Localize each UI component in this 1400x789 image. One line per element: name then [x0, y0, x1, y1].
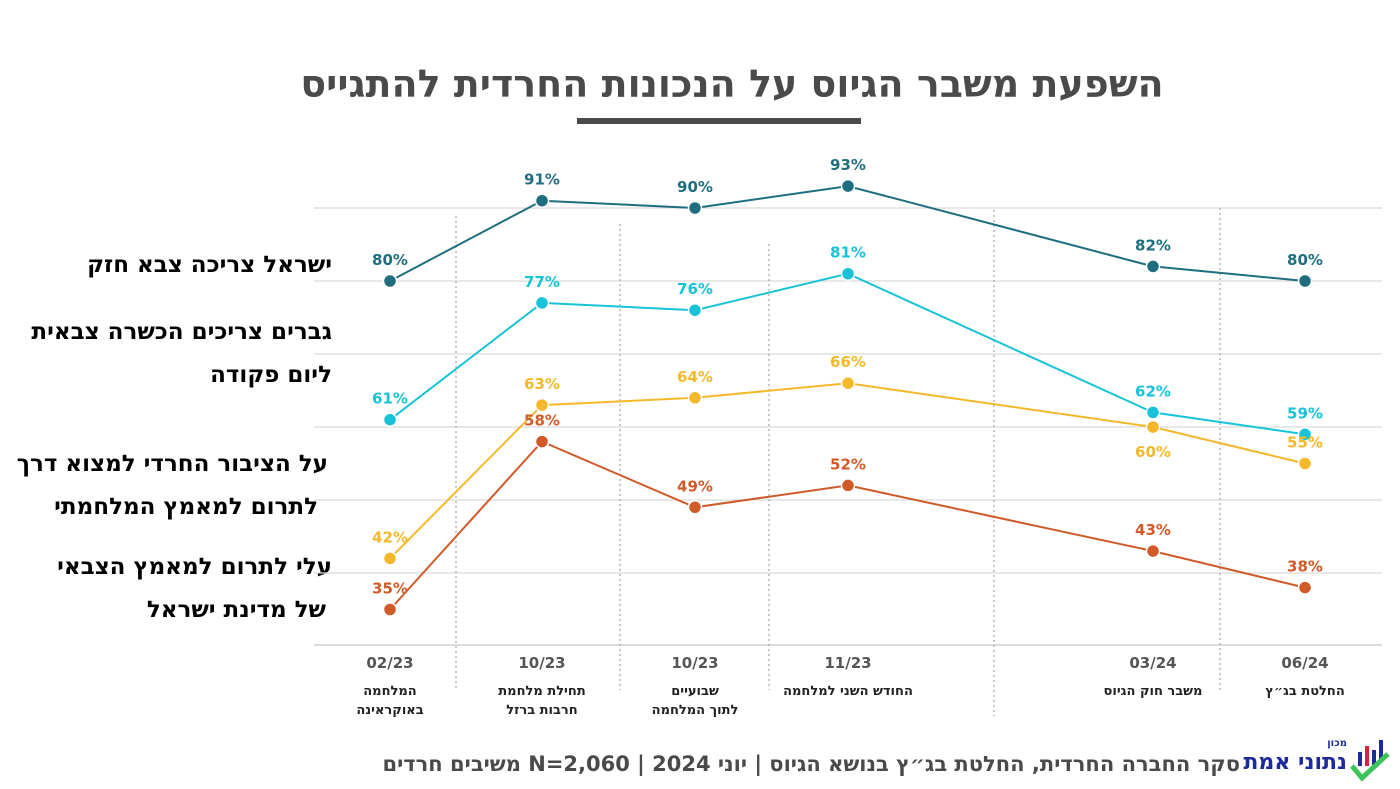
x-event-label: חרבות ברזל: [506, 703, 577, 718]
data-point: [382, 412, 398, 427]
legend-series-1: ישראל צריכה צבא חזק: [87, 244, 332, 287]
data-label: 52%: [830, 455, 866, 473]
x-tick-label: 02/23: [366, 654, 413, 672]
data-label: 58%: [524, 412, 560, 430]
legend-label: עלי לתרום למאמץ הצבאי: [57, 554, 332, 580]
data-point: [534, 397, 550, 413]
data-point: [534, 434, 550, 449]
series-line: [389, 440, 1306, 611]
data-label: 81%: [830, 244, 866, 262]
data-label: 55%: [1287, 434, 1323, 452]
x-event-label: החלטת בג״ץ: [1265, 684, 1345, 699]
x-event-label: באוקראינה: [356, 703, 423, 718]
x-tick-label: 06/24: [1281, 654, 1328, 672]
x-tick-label: 10/23: [518, 654, 565, 672]
legend-label: לתרום למאמץ המלחמתי: [54, 494, 318, 520]
data-label: 35%: [372, 580, 408, 598]
data-point: [687, 390, 703, 406]
data-label: 93%: [830, 156, 866, 174]
legend-label: על הציבור החרדי למצוא דרך: [16, 451, 328, 477]
x-event-label: משבר חוק הגיוס: [1104, 684, 1203, 699]
data-point: [1145, 419, 1161, 435]
data-label: 42%: [372, 528, 408, 546]
footer-source: סקר החברה החרדית, החלטת בג״ץ בנושא הגיוס…: [382, 752, 1240, 776]
data-label: 64%: [677, 368, 713, 386]
legend-series-2: גברים צריכים הכשרה צבאית ליום פקודה: [31, 311, 332, 397]
data-point: [840, 478, 856, 493]
data-point: [1297, 427, 1313, 442]
data-point: [687, 302, 703, 318]
data-label: 90%: [677, 178, 713, 196]
data-label: 82%: [1135, 236, 1171, 254]
x-tick-label: 03/24: [1129, 654, 1176, 672]
data-label: 38%: [1287, 558, 1323, 576]
data-point: [840, 375, 856, 391]
legend-series-3: על הציבור החרדי למצוא דרך לתרום למאמץ המל…: [17, 443, 328, 529]
data-point: [1145, 259, 1161, 274]
data-label: 76%: [677, 280, 713, 298]
legend-label: ליום פקודה: [210, 362, 332, 388]
title-underline: [577, 118, 861, 124]
x-event-label: שבועיים: [671, 684, 719, 699]
data-label: 49%: [677, 477, 713, 495]
data-label: 77%: [524, 273, 560, 291]
chart-title: השפעת משבר הגיוס על הנכונות החרדית להתגי…: [300, 62, 1164, 106]
data-point: [687, 200, 703, 216]
series-line: [389, 382, 1306, 560]
x-event-label: המלחמה: [363, 684, 416, 699]
data-label: 59%: [1287, 404, 1323, 422]
data-point: [1297, 580, 1313, 595]
data-point: [840, 178, 856, 194]
data-point: [382, 273, 398, 289]
data-label: 80%: [1287, 251, 1323, 269]
data-label: 62%: [1135, 382, 1171, 400]
data-point: [382, 551, 398, 566]
data-label: 66%: [830, 353, 866, 371]
data-point: [534, 193, 550, 208]
logo-name: נתוני אמת: [1243, 750, 1347, 775]
x-event-label: החודש השני למלחמה: [783, 684, 913, 699]
data-label: 91%: [524, 171, 560, 189]
data-point: [687, 500, 703, 515]
legend-label: גברים צריכים הכשרה צבאית: [31, 319, 332, 345]
data-label: 43%: [1135, 521, 1171, 539]
logo-small-text: מכון: [1327, 738, 1347, 749]
legend-series-4: עלי לתרום למאמץ הצבאי של מדינת ישראל: [57, 546, 332, 632]
data-point: [534, 295, 550, 311]
data-point: [1297, 273, 1313, 289]
legend-label: של מדינת ישראל: [146, 597, 326, 623]
series-line: [389, 185, 1306, 282]
legend-label: ישראל צריכה צבא חזק: [87, 252, 332, 278]
data-point: [382, 602, 398, 617]
data-point: [1145, 543, 1161, 559]
data-label: 61%: [372, 390, 408, 408]
data-label: 60%: [1135, 443, 1171, 461]
logo: מכון נתוני אמת: [1243, 738, 1390, 783]
logo-checkmark-icon: [1350, 740, 1390, 782]
data-label: 63%: [524, 375, 560, 393]
series-line: [389, 272, 1306, 436]
x-tick-label: 11/23: [824, 654, 871, 672]
data-label: 80%: [372, 251, 408, 269]
x-event-label: תחילת מלחמת: [498, 684, 585, 699]
data-point: [1297, 456, 1313, 471]
data-point: [840, 266, 856, 281]
x-tick-label: 10/23: [671, 654, 718, 672]
data-point: [1145, 405, 1161, 420]
x-event-label: לתוך המלחמה: [652, 703, 739, 718]
